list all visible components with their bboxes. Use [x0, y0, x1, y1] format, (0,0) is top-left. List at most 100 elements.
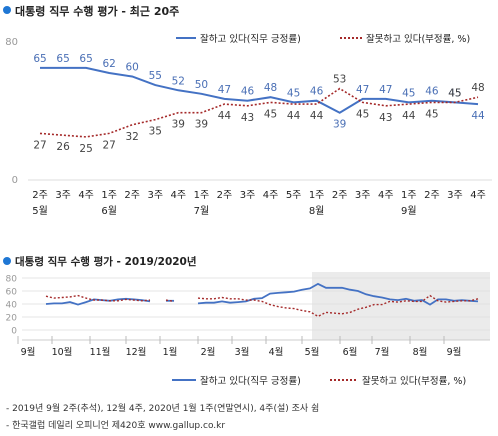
chart1-month-label: 7월 — [194, 205, 210, 217]
chart1-positive-line — [40, 66, 479, 114]
chart1-data-label: 43 — [241, 112, 254, 124]
chart1-data-label: 45 — [264, 108, 277, 120]
chart1-data-label: 45 — [287, 87, 300, 99]
chart1-week-label: 1주 — [194, 190, 210, 201]
chart1-title: 대통령 직무 수행 평가 - 최근 20주 — [15, 4, 179, 18]
chart1-week-label: 2주 — [217, 190, 233, 201]
chart2-ytick: 60 — [6, 288, 18, 298]
chart1-data-label: 48 — [264, 82, 277, 94]
chart2-ytick: 80 — [6, 275, 18, 285]
chart1-data-label: 45 — [448, 87, 461, 99]
chart1-data-label: 65 — [79, 53, 92, 65]
chart1-week-label: 3주 — [148, 190, 164, 201]
chart1-data-label: 47 — [379, 84, 392, 96]
chart2-month-label: 4월 — [269, 346, 284, 358]
chart2-month-label: 12월 — [126, 346, 147, 358]
chart1-data-label: 46 — [241, 86, 255, 98]
title-bullet-icon — [3, 257, 11, 265]
chart2-month-label: 2월 — [201, 346, 216, 358]
chart1-week-label: 2주 — [32, 190, 48, 201]
chart1-month-label: 6월 — [101, 205, 117, 217]
chart1-ytick-0: 0 — [12, 175, 18, 186]
chart2-negative-line — [45, 294, 151, 302]
chart1-week-label: 1주 — [309, 190, 325, 201]
chart2-month-label: 9월 — [21, 346, 36, 358]
footnote-survey-gaps: - 2019년 9월 2주(추석), 12월 4주, 2020년 1월 1주(연… — [6, 402, 319, 414]
chart1-data-label: 45 — [402, 87, 415, 99]
chart2-title: 대통령 직무 수행 평가 - 2019/2020년 — [15, 255, 197, 268]
chart1-data-label: 25 — [79, 143, 92, 155]
chart2-negative-line — [165, 299, 175, 303]
chart1-data-label: 27 — [33, 139, 46, 151]
chart1-week-label: 3주 — [355, 190, 371, 201]
chart1-week-label: 3주 — [240, 190, 256, 201]
chart1-week-label: 4주 — [263, 190, 279, 201]
chart1-data-label: 43 — [379, 112, 392, 124]
chart2-month-label: 10월 — [52, 346, 73, 358]
chart1-data-label: 46 — [425, 86, 439, 98]
chart1-week-label: 4주 — [171, 190, 187, 201]
chart1-data-label: 60 — [126, 62, 139, 74]
chart1-data-label: 44 — [402, 110, 416, 122]
chart1-data-label: 47 — [356, 84, 369, 96]
chart2-month-label: 11월 — [90, 346, 111, 358]
chart1-data-label: 53 — [333, 74, 346, 86]
chart2-legend-negative: 잘못하고 있다(부정률, %) — [362, 375, 466, 387]
chart1-data-label: 52 — [172, 75, 185, 87]
chart1-data-label: 26 — [56, 141, 70, 153]
chart1-week-label: 5주 — [286, 190, 302, 201]
chart1-data-label: 65 — [56, 53, 69, 65]
chart2-shaded-region — [312, 272, 490, 340]
footnote-source: - 한국갤럽 데일리 오피니언 제420호 www.gallup.co.kr — [6, 419, 225, 431]
chart2-positive-line — [197, 282, 479, 306]
chart1-week-label: 4주 — [78, 190, 94, 201]
chart1-month-label: 8월 — [309, 205, 325, 217]
chart1-week-label: 3주 — [55, 190, 71, 201]
chart2-month-label: 7월 — [375, 346, 390, 358]
chart2-month-label: 5월 — [305, 346, 320, 358]
chart1-data-label: 47 — [218, 84, 231, 96]
title-bullet-icon — [3, 6, 11, 14]
chart1-data-label: 45 — [356, 108, 369, 120]
chart1-week-label: 2주 — [424, 190, 440, 201]
chart2-month-label: 8월 — [413, 346, 428, 358]
chart2-month-label: 3월 — [235, 346, 250, 358]
chart1-negative-line — [39, 87, 479, 138]
chart1-data-label: 48 — [471, 82, 484, 94]
chart1-ytick-80: 80 — [5, 37, 18, 48]
chart2-month-label: 1월 — [163, 346, 178, 358]
chart1-data-label: 39 — [333, 119, 346, 131]
chart1-data-label: 46 — [310, 86, 324, 98]
chart1-week-label: 4주 — [378, 190, 394, 201]
chart2-month-label: 6월 — [343, 346, 358, 358]
chart1-data-label: 44 — [471, 110, 485, 122]
chart1-week-label: 1주 — [401, 190, 417, 201]
chart2-month-label: 9월 — [447, 346, 462, 358]
chart2-ytick: 40 — [6, 301, 18, 311]
chart1-data-label: 35 — [149, 126, 162, 138]
chart2-negative-line — [197, 294, 479, 318]
chart1-data-label: 44 — [310, 110, 324, 122]
chart1-data-label: 27 — [103, 139, 116, 151]
chart1-data-label: 45 — [448, 87, 461, 99]
chart2-ytick: 0 — [11, 327, 17, 337]
chart2-ytick: 20 — [6, 314, 18, 324]
chart1-month-label: 5월 — [32, 205, 48, 217]
chart1-data-label: 62 — [103, 58, 116, 70]
chart1-data-label: 65 — [33, 53, 46, 65]
chart1-legend-positive: 잘하고 있다(직무 긍정률) — [200, 33, 301, 45]
chart1-data-label: 55 — [149, 70, 162, 82]
chart1-week-label: 2주 — [124, 190, 140, 201]
chart1-data-label: 39 — [195, 119, 208, 131]
chart1-week-label: 2주 — [332, 190, 348, 201]
chart1-data-label: 39 — [172, 119, 185, 131]
chart1-data-label: 45 — [425, 108, 438, 120]
chart1-data-label: 50 — [195, 79, 208, 91]
chart1-data-label: 44 — [287, 110, 301, 122]
chart1-week-label: 4주 — [470, 190, 486, 201]
chart1-legend-negative: 잘못하고 있다(부정률, %) — [366, 33, 470, 45]
chart1-week-label: 3주 — [447, 190, 463, 201]
chart1-week-label: 1주 — [101, 190, 117, 201]
chart1-data-label: 32 — [126, 131, 139, 143]
